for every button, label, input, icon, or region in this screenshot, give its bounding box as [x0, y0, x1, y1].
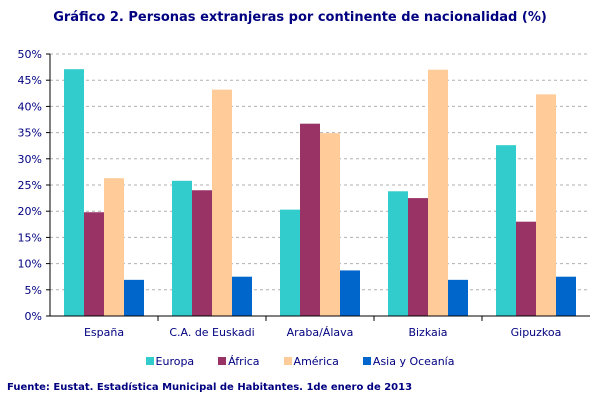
y-tick-label: 10% — [18, 258, 42, 271]
bar-europa — [280, 209, 300, 316]
legend-label: América — [293, 355, 339, 368]
legend-item: África — [218, 355, 260, 368]
x-tick-label: España — [84, 326, 124, 339]
y-tick-label: 25% — [18, 179, 42, 192]
legend-swatch — [218, 357, 227, 365]
y-tick-label: 40% — [18, 100, 42, 113]
y-tick-label: 20% — [18, 205, 42, 218]
bar-asia-y-ocean-a — [232, 276, 252, 316]
legend-swatch — [362, 357, 371, 365]
bar--frica — [192, 190, 212, 316]
legend-item: Asia y Oceanía — [362, 355, 455, 368]
y-tick-label: 0% — [25, 310, 42, 323]
legend-label: Europa — [155, 355, 195, 368]
bar-asia-y-ocean-a — [340, 270, 360, 316]
bar-europa — [388, 191, 408, 316]
bar-europa — [172, 180, 192, 316]
source-note: Fuente: Eustat. Estadística Municipal de… — [7, 382, 413, 393]
y-tick-label: 30% — [18, 153, 42, 166]
legend-label: África — [228, 355, 260, 368]
bar-am-rica — [320, 133, 340, 316]
y-tick-label: 35% — [18, 127, 42, 140]
y-tick-label: 15% — [18, 231, 42, 244]
legend-label: Asia y Oceanía — [372, 355, 455, 368]
bar-europa — [64, 69, 84, 316]
x-tick-label: Araba/Álava — [287, 326, 354, 339]
x-tick-label: Bizkaia — [408, 326, 447, 339]
bar-asia-y-ocean-a — [556, 276, 576, 316]
legend-swatch — [145, 357, 154, 365]
legend-swatch — [283, 357, 292, 365]
chart-title: Gráfico 2. Personas extranjeras por cont… — [53, 10, 547, 25]
bar-asia-y-ocean-a — [448, 279, 468, 316]
bar-am-rica — [536, 94, 556, 317]
bar-am-rica — [212, 89, 232, 317]
bar-europa — [496, 145, 516, 316]
bar-am-rica — [104, 178, 124, 316]
bar-am-rica — [428, 69, 448, 316]
x-tick-label: C.A. de Euskadi — [169, 326, 254, 339]
x-tick-label: Gipuzkoa — [511, 326, 562, 339]
y-tick-label: 45% — [18, 74, 42, 87]
legend-item: Europa — [145, 355, 195, 368]
bar--frica — [408, 198, 428, 316]
bar--frica — [84, 212, 104, 316]
y-tick-label: 50% — [18, 48, 42, 61]
y-tick-label: 5% — [25, 284, 42, 297]
bar--frica — [516, 221, 536, 316]
bar-asia-y-ocean-a — [124, 279, 144, 316]
legend-item: América — [283, 355, 339, 368]
bar--frica — [300, 123, 320, 316]
legend: Europa África América Asia y Oceanía — [0, 355, 600, 368]
